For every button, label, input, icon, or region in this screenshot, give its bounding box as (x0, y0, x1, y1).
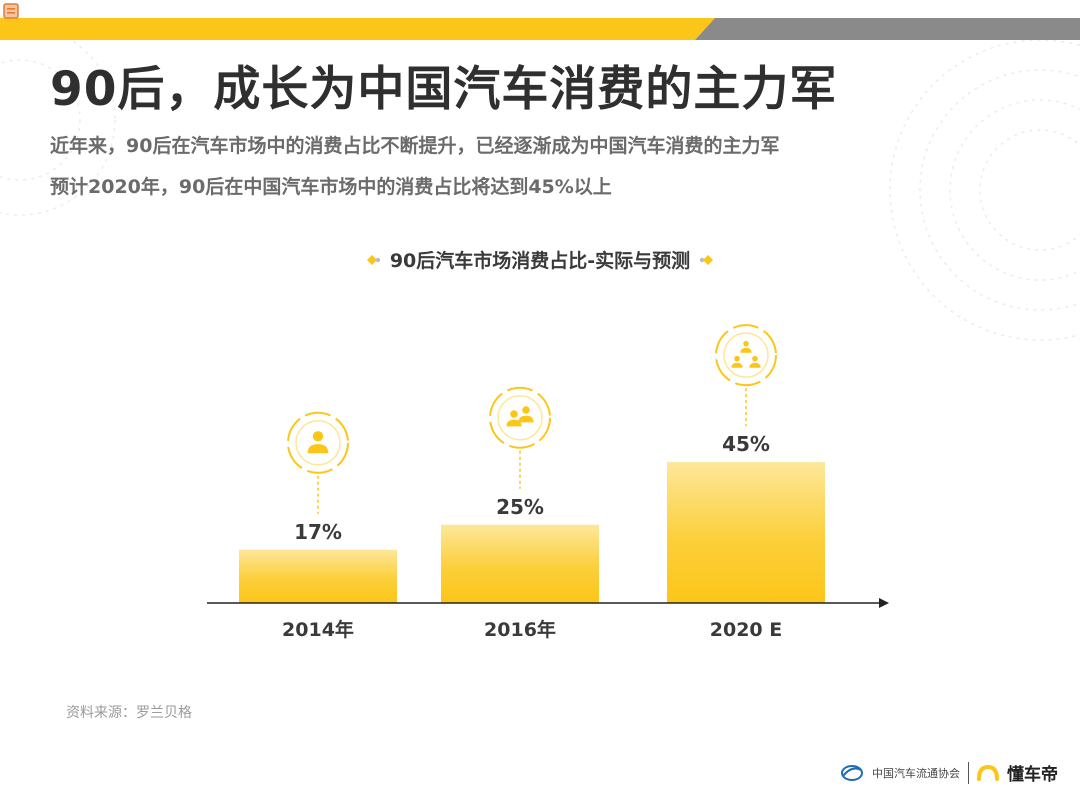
value-label-2: 25% (496, 495, 544, 519)
association-logo-icon (841, 764, 863, 781)
header-band (0, 18, 1080, 40)
bar-3 (667, 462, 825, 603)
subtitle-line-1: 近年来，90后在汽车市场中的消费占比不断提升，已经逐渐成为中国汽车消费的主力军 (50, 135, 780, 157)
single-person-icon (287, 411, 349, 474)
footer-divider (968, 761, 969, 784)
category-label-3: 2020 E (710, 619, 782, 641)
bar-1 (239, 549, 397, 603)
value-label-1: 17% (294, 520, 342, 544)
group-people-icon (715, 324, 777, 387)
source-note: 资料来源：罗兰贝格 (66, 705, 192, 721)
chart-title: 90后汽车市场消费占比-实际与预测 (366, 246, 714, 273)
brand-name: 懂车帝 (1007, 765, 1058, 785)
value-label-3: 45% (722, 432, 770, 456)
category-label-1: 2014年 (282, 618, 354, 641)
association-name: 中国汽车流通协会 (872, 766, 960, 780)
page-title: 90后，成长为中国汽车消费的主力军 (50, 62, 838, 117)
chart-title-text: 90后汽车市场消费占比-实际与预测 (389, 250, 691, 272)
dongchedi-logo-icon (977, 764, 999, 781)
two-people-icon (489, 386, 551, 449)
category-label-2: 2016年 (484, 618, 556, 641)
subtitle-line-2: 预计2020年，90后在中国汽车市场中的消费占比将达到45%以上 (50, 176, 612, 198)
chart-title-right-icon (699, 254, 714, 265)
footer: 中国汽车流通协会 懂车帝 (840, 760, 1058, 785)
bar-2 (441, 524, 599, 603)
slide-icon (3, 3, 19, 19)
chart-title-left-icon (366, 254, 381, 265)
x-axis-arrow (879, 598, 889, 608)
